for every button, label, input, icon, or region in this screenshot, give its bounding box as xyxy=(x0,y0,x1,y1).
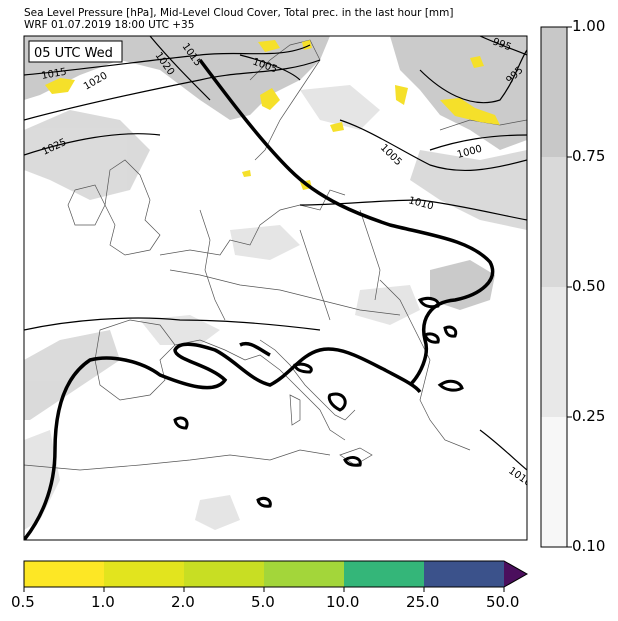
cloud-colorbar-segment xyxy=(541,287,567,417)
map-panel: 1015 1020 1025 1015 1020 1005 995 995 10… xyxy=(24,36,527,540)
precip-colorbar-segment xyxy=(24,561,104,587)
cloud-colorbar-tick: 0.25 xyxy=(572,407,606,425)
precip-colorbar-segment xyxy=(184,561,264,587)
cloud-colorbar-tick: 0.75 xyxy=(572,147,606,165)
precip-colorbar-tick: 1.0 xyxy=(91,593,115,611)
precip-colorbar xyxy=(23,560,529,592)
precip-colorbar-tick: 10.0 xyxy=(326,593,360,611)
precip-colorbar-segment xyxy=(424,561,504,587)
precip-colorbar-tick: 0.5 xyxy=(11,593,35,611)
precip-colorbar-segment xyxy=(344,561,424,587)
precip-colorbar-tick: 25.0 xyxy=(406,593,440,611)
precip-colorbar-tick: 5.0 xyxy=(251,593,275,611)
cloud-cover-layer xyxy=(24,36,527,530)
precip-colorbar-tick: 50.0 xyxy=(486,593,520,611)
chart-title: Sea Level Pressure [hPa], Mid-Level Clou… xyxy=(24,7,454,19)
valid-time-label: 05 UTC Wed xyxy=(34,46,113,61)
coastlines xyxy=(24,39,527,471)
precip-colorbar-extend-arrow xyxy=(504,561,527,587)
precip-colorbar-segment xyxy=(264,561,344,587)
valid-time-box: 05 UTC Wed xyxy=(28,40,123,63)
run-info: WRF 01.07.2019 18:00 UTC +35 xyxy=(24,19,195,31)
cloud-colorbar xyxy=(540,26,572,548)
cloud-colorbar-segment xyxy=(541,157,567,287)
map-frame xyxy=(23,35,528,541)
precipitation-layer xyxy=(45,40,500,190)
cloud-colorbar-segment xyxy=(541,27,567,157)
cloud-colorbar-tick: 1.00 xyxy=(572,17,606,35)
precip-colorbar-tick: 2.0 xyxy=(171,593,195,611)
cloud-colorbar-segment xyxy=(541,417,567,547)
precip-colorbar-segment xyxy=(104,561,184,587)
cloud-colorbar-tick: 0.50 xyxy=(572,277,606,295)
isobar-label: 1015 xyxy=(41,67,68,82)
isobars xyxy=(24,36,527,540)
cloud-colorbar-tick: 0.10 xyxy=(572,537,606,555)
